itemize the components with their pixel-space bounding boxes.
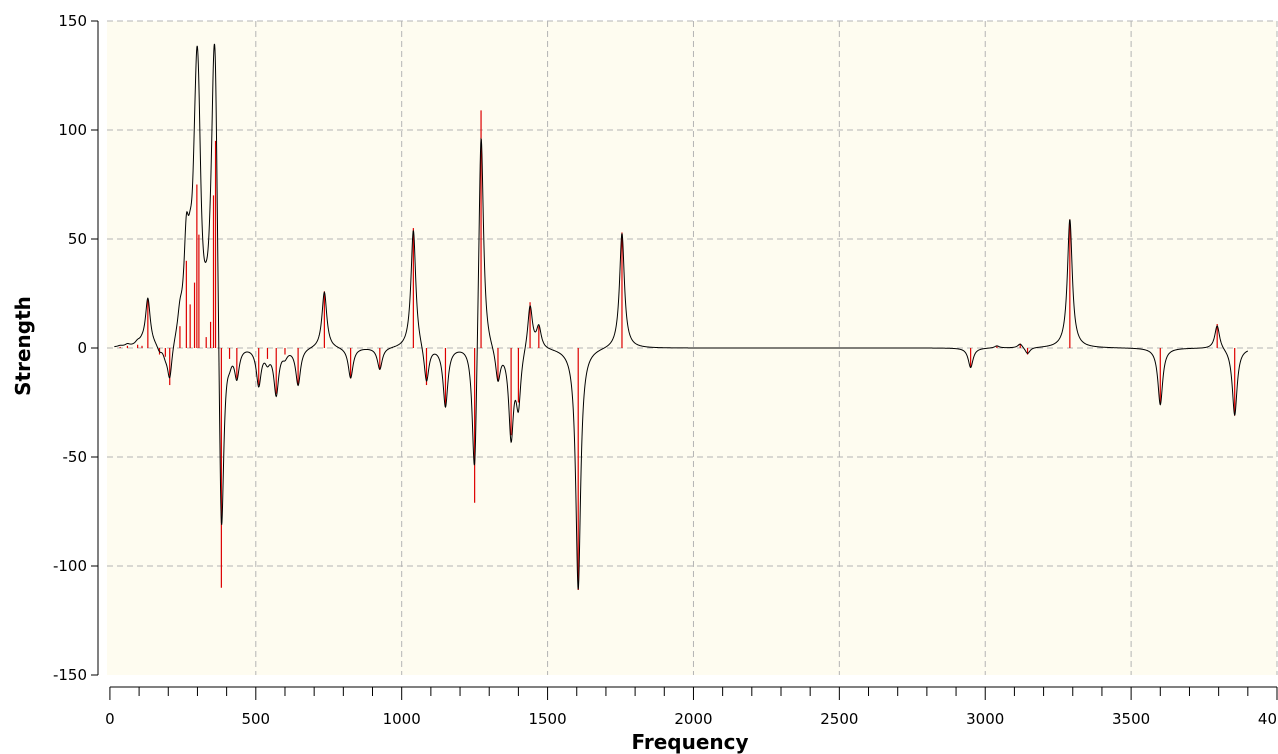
y-tick-label: -50: [63, 448, 88, 466]
broadened-spectrum-line: [114, 43, 1249, 590]
x-tick-label: 4000: [1258, 710, 1278, 728]
x-tick-label: 0: [105, 710, 115, 728]
y-tick-label: 150: [58, 12, 87, 30]
y-tick-label: 100: [58, 121, 87, 139]
grid-lines: [107, 20, 1278, 675]
x-tick-label: 2000: [674, 710, 712, 728]
x-tick-label: 1000: [383, 710, 421, 728]
x-tick-label: 500: [241, 710, 270, 728]
x-axis-title: Frequency: [631, 730, 748, 754]
x-ticks: 0 500 1000 1500 2000 2500 3000 3500 4000: [105, 687, 1278, 728]
x-tick-label: 1500: [528, 710, 566, 728]
y-tick-label: -150: [53, 666, 87, 684]
stick-series: [119, 110, 1236, 590]
x-tick-label: 3500: [1112, 710, 1150, 728]
x-tick-label: 3000: [966, 710, 1004, 728]
y-tick-label: 50: [68, 230, 87, 248]
y-ticks: -150 -100 -50 0 50 100 150: [53, 12, 98, 684]
y-tick-label: 0: [77, 339, 87, 357]
y-tick-label: -100: [53, 557, 87, 575]
x-tick-label: 2500: [820, 710, 858, 728]
y-axis-title: Strength: [11, 296, 35, 396]
